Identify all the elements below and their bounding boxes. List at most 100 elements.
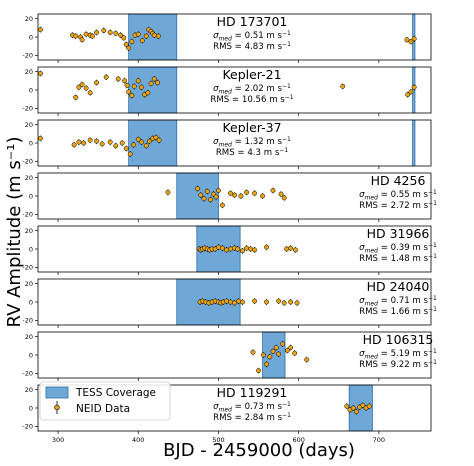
rv-data-point [99, 141, 105, 147]
rv-data-point [288, 299, 294, 305]
rv-data-point [236, 298, 241, 304]
rv-data-point [411, 84, 417, 90]
rv-data-point [148, 81, 154, 87]
tess-coverage-band [128, 119, 178, 167]
x-tick-label: 300 [52, 436, 64, 444]
y-tick-label: 20 [25, 386, 33, 394]
y-tick-label: -20 [22, 423, 33, 431]
tess-coverage-band [412, 119, 416, 167]
rv-data-point [288, 345, 294, 351]
rv-data-point [256, 368, 262, 374]
rv-data-point [224, 298, 229, 304]
legend-neid-label: NEID Data [76, 403, 130, 415]
rv-data-point [353, 409, 359, 415]
y-tick-label: 20 [25, 333, 33, 341]
rv-data-point [87, 137, 93, 143]
rv-data-point [244, 189, 249, 195]
y-tick-label: 20 [25, 227, 33, 235]
y-tick-label: -20 [22, 264, 33, 272]
rv-data-point [145, 90, 151, 96]
rv-data-point [135, 136, 141, 142]
star-name: HD 4256 [371, 173, 426, 188]
rv-data-point [288, 245, 294, 251]
rv-data-point [304, 357, 310, 363]
rv-data-point [94, 29, 99, 35]
rv-data-point [273, 345, 279, 351]
star-name: HD 173701 [217, 14, 288, 29]
rv-data-point [204, 188, 210, 194]
rv-data-point [250, 349, 256, 355]
rv-data-point [126, 45, 132, 51]
legend-tess-swatch [45, 386, 69, 399]
rv-data-point [248, 246, 253, 252]
rv-data-point [228, 246, 233, 252]
rv-data-point [276, 298, 282, 304]
rv-data-point [139, 139, 144, 145]
rv-data-point [344, 403, 350, 409]
rms-text: RMS = 2.84 m s−1 [213, 412, 291, 423]
rv-data-point [87, 90, 93, 96]
rv-data-point [284, 347, 290, 353]
rv-data-point [216, 188, 221, 193]
y-tick-label: 0 [29, 351, 33, 359]
tess-coverage-band [262, 331, 286, 379]
rv-data-point [101, 28, 107, 34]
rv-data-point [37, 27, 43, 33]
rv-data-point [121, 35, 127, 41]
rv-data-point [139, 84, 144, 90]
rv-data-point [79, 37, 85, 43]
sigma-med-text: σmed = 2.02 m s−1 [213, 83, 291, 96]
rv-data-point [220, 202, 225, 208]
rv-data-point [131, 83, 137, 89]
star-name: HD 24040 [367, 279, 430, 294]
rv-data-point [404, 37, 410, 43]
rms-text: RMS = 1.66 m s−1 [359, 306, 437, 317]
rv-data-point [139, 38, 145, 44]
rv-data-point [292, 350, 298, 356]
y-tick-label: -20 [22, 211, 33, 219]
rv-data-point [113, 30, 119, 36]
rv-data-point [90, 33, 95, 39]
rv-data-point [153, 135, 159, 140]
rv-data-point [281, 195, 287, 201]
rv-data-point [366, 403, 372, 409]
y-tick-label: -20 [22, 317, 33, 325]
y-axis-title: RV Amplitude (m s⁻¹) [4, 137, 25, 328]
rv-data-point [228, 299, 233, 305]
y-tick-label: 0 [29, 298, 33, 306]
rv-data-point [267, 354, 273, 360]
rv-data-point [71, 142, 77, 148]
rv-data-point [135, 31, 141, 37]
rv-data-point [195, 186, 201, 192]
rv-data-point [127, 151, 133, 157]
rv-data-point [79, 82, 85, 87]
rv-data-point [240, 299, 245, 305]
x-tick-label: 600 [292, 436, 304, 444]
rv-data-point [201, 196, 207, 202]
rv-data-point [155, 33, 161, 39]
y-tick-label: -20 [22, 158, 33, 166]
rv-data-point [260, 352, 266, 358]
rv-data-point [264, 244, 270, 250]
rv-data-point [81, 140, 87, 146]
rv-data-point [232, 192, 237, 198]
rv-data-point [284, 246, 290, 252]
rv-data-point [124, 82, 130, 88]
star-name: Kepler-21 [222, 67, 281, 82]
rv-data-point [147, 138, 152, 144]
y-tick-label: 0 [29, 245, 33, 253]
y-tick-label: 20 [25, 15, 33, 23]
rv-data-point [37, 70, 43, 76]
rv-data-point [232, 300, 237, 306]
rv-data-point [235, 246, 241, 252]
rv-data-point [281, 300, 287, 306]
rv-data-point [252, 298, 258, 304]
y-tick-label: -20 [22, 370, 33, 378]
